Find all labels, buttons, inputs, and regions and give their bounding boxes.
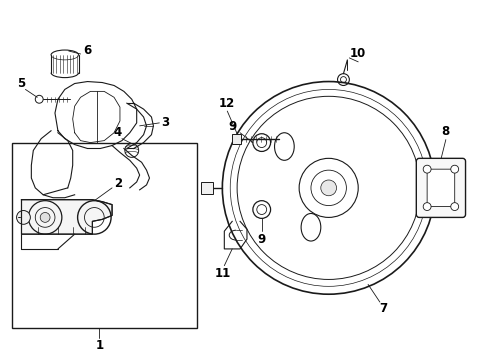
Text: 3: 3 xyxy=(161,116,169,129)
Text: 4: 4 xyxy=(114,126,122,139)
Text: 12: 12 xyxy=(219,97,235,110)
Text: 2: 2 xyxy=(114,177,122,190)
Text: 9: 9 xyxy=(257,233,265,246)
FancyBboxPatch shape xyxy=(415,158,465,217)
Text: 10: 10 xyxy=(349,48,366,60)
Circle shape xyxy=(422,203,430,211)
Circle shape xyxy=(422,165,430,173)
Circle shape xyxy=(450,165,458,173)
Circle shape xyxy=(40,212,50,222)
Text: 5: 5 xyxy=(18,77,25,90)
Polygon shape xyxy=(21,200,112,234)
Text: 11: 11 xyxy=(214,267,230,280)
Text: 8: 8 xyxy=(441,125,449,138)
FancyBboxPatch shape xyxy=(426,169,454,207)
Bar xyxy=(200,182,212,194)
Text: 7: 7 xyxy=(378,302,386,315)
Text: 9: 9 xyxy=(227,120,236,133)
Circle shape xyxy=(450,203,458,211)
Text: 6: 6 xyxy=(83,44,91,57)
Bar xyxy=(12,143,196,328)
Bar xyxy=(232,134,241,144)
Circle shape xyxy=(320,180,336,196)
Circle shape xyxy=(17,211,30,224)
Text: 1: 1 xyxy=(95,339,103,352)
